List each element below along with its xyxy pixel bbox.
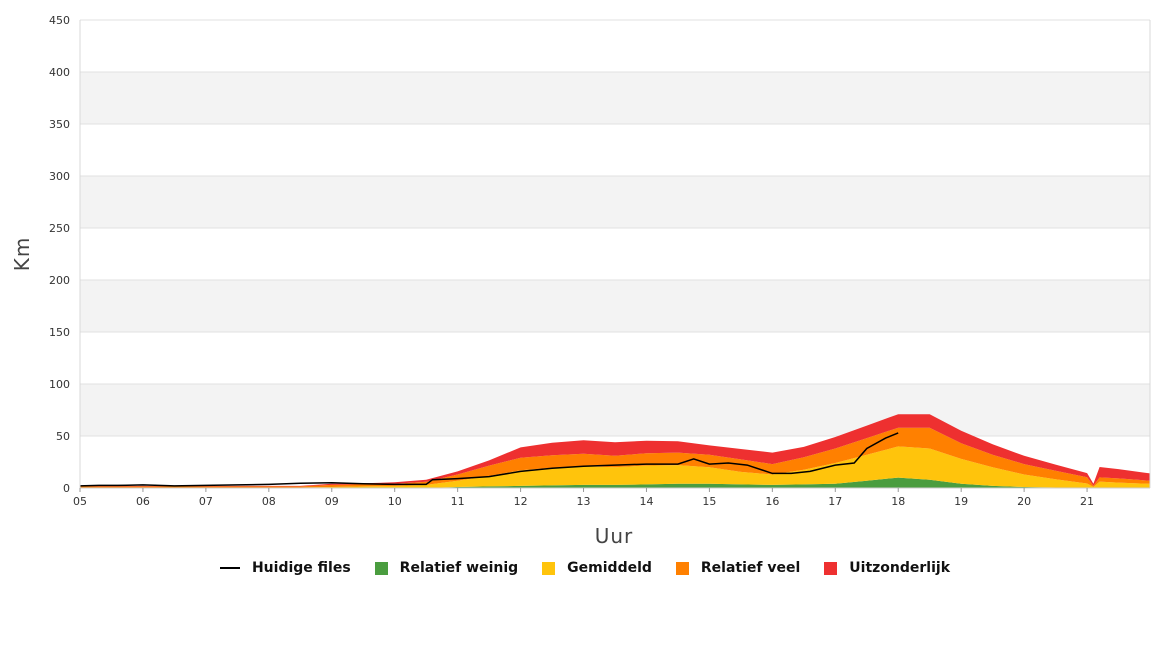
red-swatch-icon xyxy=(824,561,838,575)
x-tick-label: 08 xyxy=(262,495,276,508)
legend-label: Uitzonderlijk xyxy=(849,560,951,576)
legend: Huidige files Relatief weinig Gemiddeld … xyxy=(0,560,1170,576)
x-tick-label: 10 xyxy=(388,495,402,508)
x-tick-label: 07 xyxy=(199,495,213,508)
x-tick-label: 18 xyxy=(891,495,905,508)
legend-label: Relatief weinig xyxy=(399,560,519,576)
grid-band xyxy=(80,124,1150,176)
x-tick-label: 12 xyxy=(514,495,528,508)
y-tick-label: 400 xyxy=(49,66,70,79)
y-tick-label: 50 xyxy=(56,430,70,443)
yellow-swatch-icon xyxy=(542,561,556,575)
y-tick-label: 0 xyxy=(63,482,70,495)
area-relatief-weinig xyxy=(80,477,1150,488)
legend-label: Huidige files xyxy=(251,560,351,576)
y-tick-label: 350 xyxy=(49,118,70,131)
x-axis-title: Uur xyxy=(595,524,634,548)
x-tick-label: 16 xyxy=(765,495,779,508)
x-tick-label: 19 xyxy=(954,495,968,508)
legend-item-high[interactable]: Relatief veel xyxy=(675,560,801,576)
x-tick-label: 21 xyxy=(1080,495,1094,508)
legend-item-current[interactable]: Huidige files xyxy=(219,560,351,576)
y-tick-labels: 0 50 100 150 200 250 300 350 400 450 xyxy=(49,14,70,495)
x-tick-label: 13 xyxy=(577,495,591,508)
orange-swatch-icon xyxy=(675,561,689,575)
x-tick-labels: 05 06 07 08 09 10 11 12 13 14 15 16 17 18 19 20 21 xyxy=(73,488,1094,508)
y-tick-label: 200 xyxy=(49,274,70,287)
grid-band xyxy=(80,176,1150,228)
legend-item-avg[interactable]: Gemiddeld xyxy=(542,560,652,576)
area-uitzonderlijk xyxy=(80,414,1150,487)
y-tick-label: 100 xyxy=(49,378,70,391)
grid-band xyxy=(80,20,1150,72)
traffic-chart: 0 50 100 150 200 250 300 350 400 450 05 06 07 08 09 10… xyxy=(10,14,1151,548)
x-tick-label: 06 xyxy=(136,495,150,508)
grid-band xyxy=(80,384,1150,436)
legend-label: Gemiddeld xyxy=(567,560,652,576)
grid-band xyxy=(80,72,1150,124)
y-axis-title: Km xyxy=(10,237,34,272)
legend-item-exceptional[interactable]: Uitzonderlijk xyxy=(824,560,950,576)
x-tick-label: 14 xyxy=(639,495,653,508)
grid-lines xyxy=(80,19,1150,489)
x-tick-label: 20 xyxy=(1017,495,1031,508)
x-tick-label: 15 xyxy=(702,495,716,508)
line-huidige-files xyxy=(79,432,899,487)
axes xyxy=(79,20,1151,489)
grid-bands xyxy=(80,20,1150,488)
grid-band xyxy=(80,228,1150,280)
green-swatch-icon xyxy=(374,561,388,575)
stacked-areas xyxy=(80,414,1150,488)
x-tick-label: 05 xyxy=(73,495,87,508)
legend-line-icon xyxy=(219,567,240,569)
grid-band xyxy=(80,280,1150,332)
y-tick-label: 150 xyxy=(49,326,70,339)
grid-band xyxy=(80,332,1150,384)
y-tick-label: 250 xyxy=(49,222,70,235)
y-tick-label: 300 xyxy=(49,170,70,183)
legend-item-low[interactable]: Relatief weinig xyxy=(374,560,519,576)
area-relatief-veel xyxy=(80,427,1150,488)
x-tick-label: 11 xyxy=(451,495,465,508)
legend-label: Relatief veel xyxy=(700,560,801,576)
current-line xyxy=(79,432,899,487)
x-tick-label: 09 xyxy=(325,495,339,508)
x-tick-label: 17 xyxy=(828,495,842,508)
y-tick-label: 450 xyxy=(49,14,70,27)
